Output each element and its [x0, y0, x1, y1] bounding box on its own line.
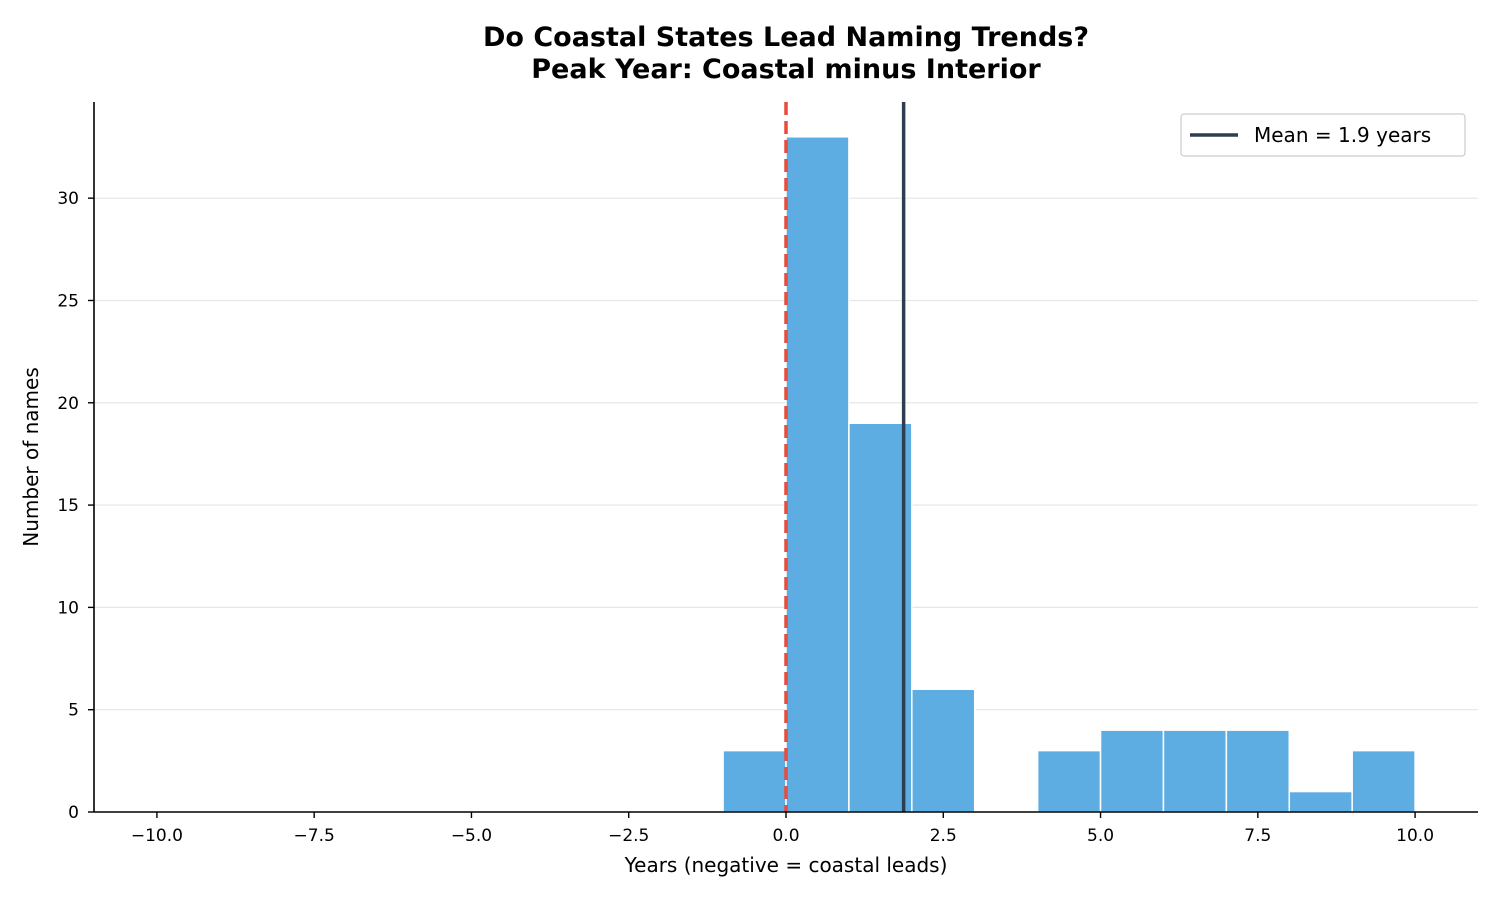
x-tick-label: 5.0	[1087, 826, 1114, 846]
legend-box	[1180, 113, 1466, 157]
legend-mean-label: Mean = 1.9 years	[1254, 123, 1431, 147]
chart-title-line-2: Peak Year: Coastal minus Interior	[531, 54, 1041, 85]
histogram-bars	[722, 136, 1416, 813]
x-axis-title: Years (negative = coastal leads)	[624, 853, 948, 877]
y-tick-label: 25	[57, 291, 79, 311]
y-tick-label: 15	[57, 496, 79, 516]
y-tick-label: 5	[68, 701, 79, 721]
histogram-bar	[1099, 729, 1165, 813]
x-tick-label: −10.0	[131, 826, 183, 846]
histogram-bar	[911, 688, 976, 813]
y-axis-title: Number of names	[19, 367, 43, 546]
y-tick-label: 10	[57, 598, 79, 618]
x-tick-label: 0.0	[772, 826, 799, 846]
histogram-bar	[1288, 790, 1353, 813]
y-axis-ticks: 0 5 10 15 20 25 30	[57, 189, 94, 823]
y-tick-label: 30	[57, 189, 79, 209]
chart-title-line-1: Do Coastal States Lead Naming Trends?	[483, 22, 1089, 53]
x-tick-label: 2.5	[930, 826, 957, 846]
x-tick-label: −7.5	[294, 826, 335, 846]
y-tick-label: 20	[57, 394, 79, 414]
x-tick-label: 7.5	[1244, 826, 1271, 846]
x-tick-label: 10.0	[1396, 826, 1434, 846]
x-tick-label: −5.0	[451, 826, 492, 846]
histogram-bar	[722, 749, 787, 813]
histogram-bar	[1162, 729, 1228, 813]
reference-lines	[784, 102, 906, 812]
legend: Mean = 1.9 years	[1180, 113, 1466, 157]
histogram-bar	[1351, 749, 1416, 813]
histogram-bar	[1036, 749, 1102, 813]
x-axis-ticks: −10.0 −7.5 −5.0 −2.5 0.0 2.5 5.0 7.5 10.0	[131, 812, 1434, 846]
y-tick-label: 0	[68, 803, 79, 823]
histogram-bar	[1225, 729, 1291, 813]
x-tick-label: −2.5	[608, 826, 649, 846]
histogram-bar	[785, 136, 850, 813]
